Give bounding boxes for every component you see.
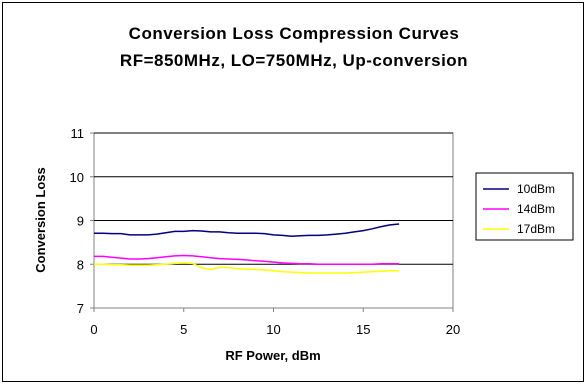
series-line-17dBm xyxy=(94,262,400,274)
chart-title: Conversion Loss Compression Curves RF=85… xyxy=(120,24,468,70)
legend-label-10dBm: 10dBm xyxy=(517,182,555,196)
legend-box xyxy=(475,172,574,241)
chart-title-line-2: RF=850MHz, LO=750MHz, Up-conversion xyxy=(120,51,468,70)
x-axis-label: RF Power, dBm xyxy=(225,348,320,363)
legend-label-17dBm: 17dBm xyxy=(517,222,555,236)
y-tick-label: 10 xyxy=(70,170,84,185)
y-axis-label: Conversion Loss xyxy=(33,167,48,272)
chart-frame: Conversion Loss Compression Curves RF=85… xyxy=(2,2,584,382)
series-line-10dBm xyxy=(94,223,400,237)
legend: 10dBm 14dBm 17dBm xyxy=(475,172,574,241)
series-line-14dBm xyxy=(94,254,400,266)
x-tick-label: 0 xyxy=(90,322,97,337)
x-tick-label: 20 xyxy=(446,322,460,337)
y-tick-label: 9 xyxy=(77,214,84,229)
chart-title-line-1: Conversion Loss Compression Curves xyxy=(129,24,460,43)
legend-label-14dBm: 14dBm xyxy=(517,202,555,216)
x-tick-label: 5 xyxy=(180,322,187,337)
x-axis-ticks: 0 5 10 15 20 xyxy=(90,308,460,337)
x-tick-label: 10 xyxy=(266,322,280,337)
y-tick-label: 8 xyxy=(77,257,84,272)
y-tick-label: 7 xyxy=(77,301,84,316)
series-layer xyxy=(94,223,400,274)
x-tick-label: 15 xyxy=(356,322,370,337)
chart-canvas: Conversion Loss Compression Curves RF=85… xyxy=(33,24,574,363)
y-axis-ticks: 7 8 9 10 11 xyxy=(70,126,94,316)
y-tick-label: 11 xyxy=(71,126,85,141)
